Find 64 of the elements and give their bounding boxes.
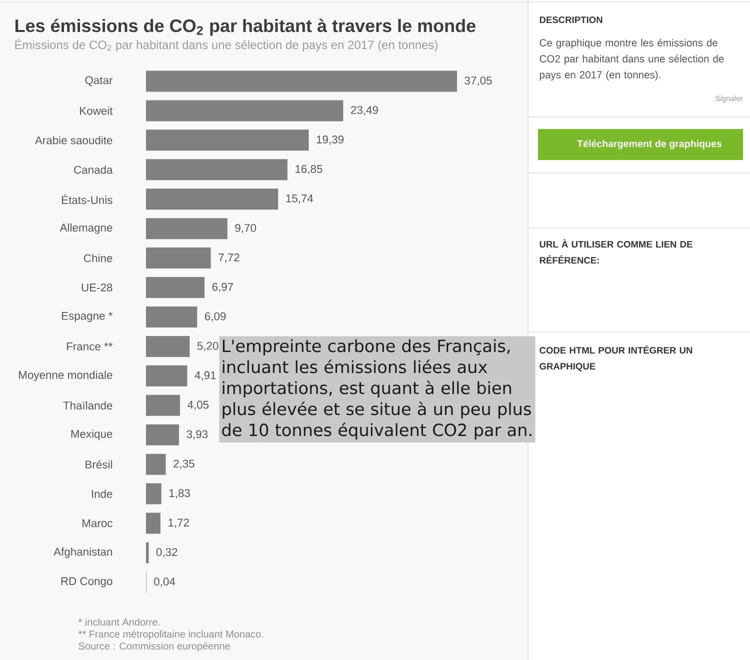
text: CODE HTML POUR INTÉGRER UN GRAPHIQUE [540, 345, 692, 372]
bar [146, 424, 179, 446]
bar [146, 218, 228, 240]
bar [146, 394, 180, 416]
y-tick-label: Koweit [80, 106, 113, 115]
y-tick-label: Allemagne [60, 223, 112, 234]
data-label: 5,20 [197, 342, 218, 352]
data-label: 0,04 [154, 578, 176, 587]
text: URL À UTILISER COMME LIEN DE RÉFÉRENCE: [540, 239, 692, 264]
y-tick-label: RD Congo [61, 577, 112, 588]
data-label: 6,09 [204, 312, 226, 322]
bar [146, 336, 190, 357]
bar [146, 483, 162, 504]
data-label: 0,32 [156, 548, 178, 558]
bar [146, 512, 160, 534]
y-tick-label: France ** [66, 342, 113, 350]
bar [146, 130, 309, 151]
bar [146, 100, 344, 122]
data-label: 4,05 [188, 400, 209, 410]
y-tick-label: États-Unis [62, 194, 112, 204]
y-tick-label: Arabie saoudite [34, 136, 112, 144]
bar [146, 159, 288, 180]
y-tick-label: Canada [74, 166, 113, 174]
data-label: 9,70 [235, 224, 256, 234]
y-tick-label: Thaïlande [63, 401, 112, 410]
bar [146, 365, 188, 386]
data-label: 23,49 [351, 106, 378, 116]
text: Ce graphique montre les émissions de CO2 par habitant dans une sélection de pays en 2017 (en tonnes). [540, 38, 724, 80]
bar [146, 306, 198, 328]
text: * incluant Andorre. [78, 618, 160, 626]
annotation: L'empreinte carbone des Français, incluant les émissions liées aux importations, est quant à elle bien plus élevée et se situe à un peu plus de 10 tonnes équivalent CO2 par an. [222, 339, 532, 440]
source-note: Source : Commission européenne [78, 642, 230, 652]
y-tick-label: Chine [84, 254, 112, 262]
data-label: 37,05 [464, 76, 492, 86]
y-tick-label: Inde [92, 490, 112, 498]
chart-subtitle: Émissions de CO$_{2}$ par habitant dans une sélection de pays en 2017 (en tonnes) [15, 38, 438, 52]
data-label: 6,97 [212, 282, 234, 292]
data-label: 1,83 [169, 489, 190, 498]
data-label: 19,39 [316, 136, 344, 145]
bar [146, 454, 166, 475]
y-tick-label: Maroc [82, 519, 112, 528]
data-label: 15,74 [286, 194, 314, 204]
data-label: 2,35 [174, 460, 194, 469]
data-label: 7,72 [218, 253, 240, 263]
bar [146, 188, 278, 210]
data-label: 1,72 [168, 518, 189, 528]
y-tick-label: Afghanistan [54, 548, 112, 558]
y-tick-label: Qatar [85, 76, 113, 86]
y-tick-label: Mexique [71, 430, 112, 440]
chart-title: Les émissions de CO$_{2}$ par habitant à travers le monde [15, 18, 476, 36]
bar [146, 542, 149, 564]
y-tick-label: UE-28 [82, 284, 112, 292]
text: Téléchargement de graphiques [577, 140, 722, 150]
data-label: 16,85 [296, 165, 322, 174]
text: ** France métropolitaine incluant Monaco. [78, 630, 263, 640]
bar [146, 248, 211, 269]
bar [146, 70, 457, 92]
bar [146, 277, 205, 298]
y-tick-label: Espagne * [62, 312, 113, 322]
y-tick-label: Brésil [86, 460, 112, 469]
y-tick-label: Moyenne mondiale [19, 370, 112, 382]
text: DESCRIPTION [540, 16, 602, 24]
data-label: 4,91 [194, 371, 216, 381]
data-label: 3,93 [186, 430, 208, 440]
